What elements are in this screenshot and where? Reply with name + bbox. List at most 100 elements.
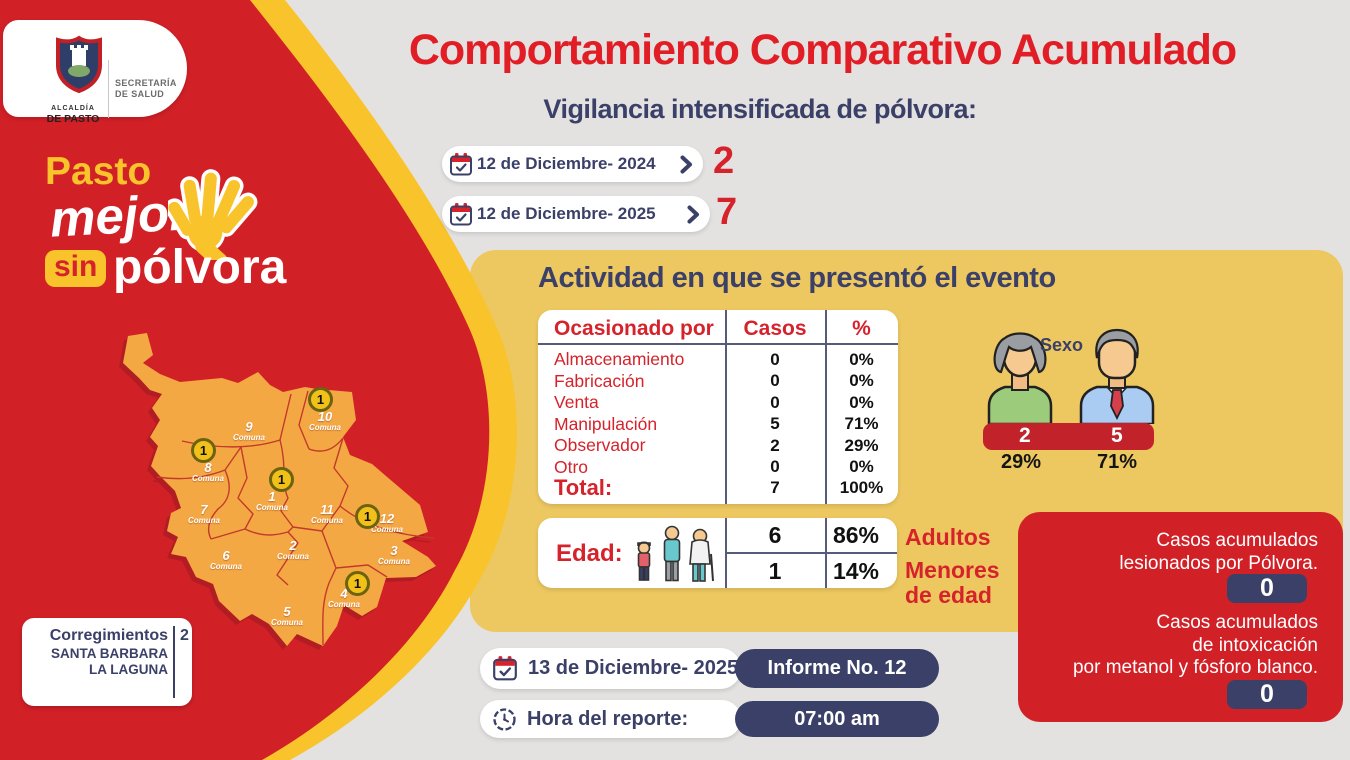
row-label: Manipulación <box>554 413 658 434</box>
row-casos: 5 <box>770 414 780 434</box>
logo-entity-big: DE PASTO <box>46 113 100 125</box>
activity-table-rows: Almacenamiento 0 0% Fabricación 0 0% Venta 0 0% M… <box>538 349 898 478</box>
comparison-pill-2024: 12 de Diciembre- 2024 <box>442 146 703 182</box>
corregimientos-card: Corregimientos SANTA BARBARA LA LAGUNA 2 <box>22 618 192 706</box>
edad-label: Edad: <box>556 540 623 567</box>
table-total-row: Total: 7 100% <box>538 475 898 500</box>
clock-icon <box>493 707 516 731</box>
logo-divider <box>108 60 109 118</box>
row-pct: 0% <box>849 392 874 412</box>
row-pct: 0% <box>849 349 874 369</box>
case-badge-comuna-1: 1 <box>269 467 294 492</box>
chevron-right-icon <box>680 155 693 174</box>
row-casos: 0 <box>770 457 780 477</box>
column-header-ocasionado: Ocasionado por <box>554 317 714 340</box>
report-time-pill: Hora del reporte: <box>480 700 741 738</box>
comparison-value-2024: 2 <box>713 140 735 182</box>
calendar-icon <box>450 152 472 175</box>
slogan-sin: sin <box>45 250 107 287</box>
row-label: Almacenamiento <box>554 349 685 370</box>
female-count: 2 <box>1019 424 1031 447</box>
row-casos: 2 <box>770 435 780 455</box>
case-badge-comuna-4: 1 <box>345 571 370 596</box>
total-pct: 100% <box>839 478 884 497</box>
table-row: Fabricación 0 0% <box>538 371 898 393</box>
calendar-icon <box>450 202 472 225</box>
slogan-pasto: Pasto <box>45 150 152 193</box>
total-label: Total: <box>554 475 613 500</box>
table-divider <box>725 310 727 504</box>
row-pct: 71% <box>844 414 879 434</box>
pasto-comunas-map <box>123 333 436 646</box>
adultos-pct: 86% <box>832 522 880 548</box>
corregimientos-names: SANTA BARBARA LA LAGUNA <box>51 646 168 678</box>
accumulated-metanol-text: Casos acumulados de intoxicación por metan… <box>1072 612 1318 678</box>
table-row: Venta 0 0% <box>538 392 898 414</box>
corregimiento-name: LA LAGUNA <box>89 662 168 677</box>
slogan-polvora: pólvora <box>113 241 287 294</box>
pasto-crest-icon <box>56 35 102 93</box>
female-pct: 29% <box>1001 451 1042 473</box>
logo-department: SECRETARÍA DE SALUD <box>115 78 177 100</box>
row-pct: 0% <box>849 457 874 477</box>
activity-title: Actividad en que se presentó el evento <box>538 262 1056 294</box>
case-badge-comuna-12: 1 <box>355 504 380 529</box>
comparison-date-2024: 12 de Diciembre- 2024 <box>477 154 656 173</box>
case-badge-comuna-10: 1 <box>308 387 333 412</box>
table-row: Almacenamiento 0 0% <box>538 349 898 371</box>
table-row: Observador 2 29% <box>538 435 898 457</box>
male-pct: 71% <box>1097 451 1138 473</box>
page-title: Comportamiento Comparativo Acumulado <box>408 26 1237 74</box>
female-icon <box>987 332 1053 424</box>
hand-icon <box>168 169 258 260</box>
comparison-pill-2025: 12 de Diciembre- 2025 <box>442 196 710 232</box>
calendar-icon <box>493 656 517 681</box>
report-time-value: 07:00 am <box>735 701 939 737</box>
row-label: Venta <box>554 392 599 413</box>
row-label: Observador <box>554 435 646 456</box>
row-pct: 29% <box>844 435 879 455</box>
table-header-underline <box>538 343 898 345</box>
accumulated-metanol-value: 0 <box>1227 680 1307 709</box>
logo-entity-small: ALCALDÍA <box>51 105 95 112</box>
total-casos: 7 <box>770 478 780 497</box>
row-casos: 0 <box>770 349 780 369</box>
page-subtitle: Vigilancia intensificada de pólvora: <box>543 94 977 124</box>
sexo-count-bar: 2 5 <box>983 423 1154 450</box>
comparison-date-2025: 12 de Diciembre- 2025 <box>477 204 656 223</box>
edad-card: Edad: 6 86% 1 14% <box>538 518 897 588</box>
accumulated-polvora-value: 0 <box>1227 574 1307 603</box>
informe-badge: Informe No. 12 <box>735 649 939 688</box>
male-count: 5 <box>1111 424 1123 447</box>
chevron-right-icon <box>687 205 700 224</box>
corregimientos-divider <box>173 626 175 698</box>
case-badge-comuna-8: 1 <box>191 438 216 463</box>
age-groups-icon <box>637 525 714 582</box>
row-casos: 0 <box>770 371 780 391</box>
corregimientos-count: 2 <box>180 627 189 644</box>
accumulated-polvora-text: Casos acumulados lesionados por Pólvora. <box>1119 530 1318 574</box>
row-casos: 0 <box>770 392 780 412</box>
row-label: Otro <box>554 456 589 477</box>
corregimientos-title: Corregimientos <box>49 627 168 644</box>
report-time-label: Hora del reporte: <box>527 707 689 730</box>
menores-count: 1 <box>768 558 782 584</box>
activity-table: Ocasionado por Casos % Almacenamiento 0 0%… <box>538 310 898 504</box>
table-divider <box>825 310 827 504</box>
adultos-count: 6 <box>768 522 782 548</box>
comparison-value-2025: 7 <box>716 191 738 233</box>
alcaldia-logo-card: ALCALDÍA DE PASTO SECRETARÍA DE SALUD <box>3 20 187 125</box>
row-pct: 0% <box>849 371 874 391</box>
adultos-group-label: Adultos <box>905 524 991 550</box>
column-header-pct: % <box>852 317 871 340</box>
comuna-boundaries <box>156 390 435 646</box>
report-date-pill: 13 de Diciembre- 2025 <box>480 648 741 689</box>
logo-dept-line2: DE SALUD <box>115 89 165 99</box>
sexo-label: Sexo <box>1040 335 1084 355</box>
column-header-casos: Casos <box>743 317 807 340</box>
report-date: 13 de Diciembre- 2025 <box>528 657 739 679</box>
table-row: Manipulación 5 71% <box>538 414 898 436</box>
corregimiento-name: SANTA BARBARA <box>51 646 168 661</box>
edad-row-divider <box>725 552 897 554</box>
